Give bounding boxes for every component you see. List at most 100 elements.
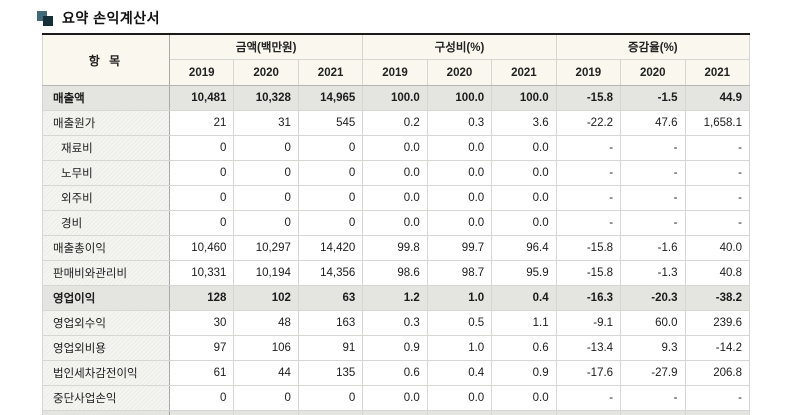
cell-composition-2019: 0.0 [362, 160, 428, 186]
cell-growth-2021: - [684, 210, 750, 236]
cell-growth-2019: - [555, 135, 622, 161]
cell-amount-2021: 545 [297, 110, 364, 136]
row-label: 경비 [42, 210, 170, 236]
row-label: 판매비와관리비 [42, 260, 170, 286]
cell-growth-2020: - [620, 160, 686, 186]
cell-composition-2019: 0.0 [362, 385, 428, 411]
cell-amount-2020: 37 [233, 410, 299, 415]
cell-composition-2021: 0.0 [491, 135, 557, 161]
cell-composition-2019: 0.5 [362, 410, 428, 415]
cell-amount-2020: 10,328 [233, 85, 299, 111]
cell-growth-2019: -17.6 [555, 360, 622, 386]
cell-composition-2019: 100.0 [362, 85, 428, 111]
cell-amount-2019: 21 [168, 110, 235, 136]
table-row: 매출총이익 10,460 10,297 14,420 99.8 99.7 96.4 -15.8… [42, 235, 750, 261]
cell-amount-2020: 0 [233, 385, 299, 411]
cell-amount-2021: 135 [297, 360, 364, 386]
cell-growth-2021: 1,658.1 [684, 110, 750, 136]
table-row: 중단사업손익 0 0 0 0.0 0.0 0.0- - - [42, 385, 750, 411]
cell-growth-2021: 40.8 [684, 260, 750, 286]
cell-composition-2020: 1.0 [426, 285, 493, 311]
row-label: 당기순이익 [42, 410, 170, 415]
group-header-growth: 증감율(%) [555, 33, 751, 60]
cell-composition-2019: 0.3 [362, 310, 428, 336]
year-header-amount-2021: 2021 [297, 59, 364, 86]
cell-amount-2019: 10,481 [168, 85, 235, 111]
row-label: 외주비 [42, 185, 170, 211]
cell-growth-2019: - [555, 160, 622, 186]
cell-amount-2021: 91 [297, 335, 364, 361]
year-header-composition-2019: 2019 [362, 59, 428, 86]
cell-growth-2019: -15.8 [555, 85, 622, 111]
table-row: 매출액 10,481 10,328 14,965 100.0 100.0 100.0 -15.… [42, 85, 750, 111]
cell-growth-2021: - [684, 385, 750, 411]
group-header-composition: 구성비(%) [362, 33, 557, 60]
table-row: 외주비 0 0 0 0.0 0.0 0.0- - - [42, 185, 750, 211]
cell-composition-2020: 0.4 [426, 410, 493, 415]
cell-composition-2021: 3.6 [491, 110, 557, 136]
income-statement-table: 항 목 금액(백만원) 구성비(%) 증감율(%) 2019 2020 2021… [42, 33, 751, 415]
cell-amount-2020: 102 [233, 285, 299, 311]
cell-growth-2019: -13.4 [555, 335, 622, 361]
section-title-bar: 요약 손익계산서 [0, 0, 793, 29]
cell-growth-2021: 44.9 [684, 85, 750, 111]
cell-amount-2021: 14,356 [297, 260, 364, 286]
cell-composition-2021: 100.0 [491, 85, 557, 111]
cell-composition-2021: 0.4 [491, 285, 557, 311]
cell-growth-2019: -15.8 [555, 260, 622, 286]
cell-growth-2020: -20.3 [620, 285, 686, 311]
year-header-growth-2019: 2019 [555, 59, 622, 86]
cell-growth-2021: 206.8 [684, 360, 750, 386]
row-label: 법인세차감전이익 [42, 360, 170, 386]
year-header-amount-2019: 2019 [168, 59, 235, 86]
cell-composition-2021: 0.9 [491, 360, 557, 386]
cell-growth-2019: -9.1 [555, 310, 622, 336]
cell-composition-2020: 0.3 [426, 110, 493, 136]
cell-growth-2020: 47.6 [620, 110, 686, 136]
cell-growth-2020: - [620, 135, 686, 161]
cell-amount-2021: 126 [297, 410, 364, 415]
cell-composition-2021: 96.4 [491, 235, 557, 261]
cell-composition-2020: 0.0 [426, 185, 493, 211]
cell-composition-2019: 0.2 [362, 110, 428, 136]
cell-amount-2019: 97 [168, 335, 235, 361]
cell-growth-2019: - [555, 385, 622, 411]
cell-amount-2020: 48 [233, 310, 299, 336]
row-label: 중단사업손익 [42, 385, 170, 411]
cell-growth-2020: -1.6 [620, 235, 686, 261]
table-row: 판매비와관리비 10,331 10,194 14,356 98.6 98.7 95.9 -15… [42, 260, 750, 286]
table-row: 영업외수익 30 48 163 0.3 0.5 1.1 -9.1 60.0 239.6 [42, 310, 750, 336]
cell-composition-2020: 0.0 [426, 385, 493, 411]
cell-composition-2021: 95.9 [491, 260, 557, 286]
cell-growth-2020: -1.3 [620, 260, 686, 286]
cell-composition-2019: 99.8 [362, 235, 428, 261]
cell-amount-2019: 128 [168, 285, 235, 311]
year-header-growth-2020: 2020 [620, 59, 686, 86]
cell-composition-2019: 0.0 [362, 210, 428, 236]
cell-composition-2020: 100.0 [426, 85, 493, 111]
cell-growth-2021: - [684, 185, 750, 211]
row-label: 영업외수익 [42, 310, 170, 336]
row-label: 매출원가 [42, 110, 170, 136]
cell-growth-2019: - [555, 210, 622, 236]
section-title: 요약 손익계산서 [62, 10, 161, 26]
year-header-growth-2021: 2021 [684, 59, 750, 86]
cell-composition-2019: 0.0 [362, 135, 428, 161]
group-header-amount: 금액(백만원) [168, 33, 364, 60]
cell-growth-2019: - [555, 185, 622, 211]
cell-amount-2020: 10,194 [233, 260, 299, 286]
table-header: 항 목 금액(백만원) 구성비(%) 증감율(%) 2019 2020 2021… [42, 33, 751, 86]
cell-amount-2019: 0 [168, 185, 235, 211]
cell-growth-2020: - [620, 385, 686, 411]
row-label: 영업외비용 [42, 335, 170, 361]
table-row: 영업이익 128 102 63 1.2 1.0 0.4 -16.3 -20.3 -38.2 [42, 285, 750, 311]
cell-amount-2020: 106 [233, 335, 299, 361]
cell-growth-2021: 40.0 [684, 235, 750, 261]
cell-growth-2020: - [620, 185, 686, 211]
cell-composition-2019: 0.6 [362, 360, 428, 386]
cell-amount-2021: 0 [297, 385, 364, 411]
cell-amount-2019: 30 [168, 310, 235, 336]
cell-composition-2021: 0.6 [491, 335, 557, 361]
cell-growth-2020: -28.8 [620, 410, 686, 415]
cell-composition-2021: 0.0 [491, 210, 557, 236]
